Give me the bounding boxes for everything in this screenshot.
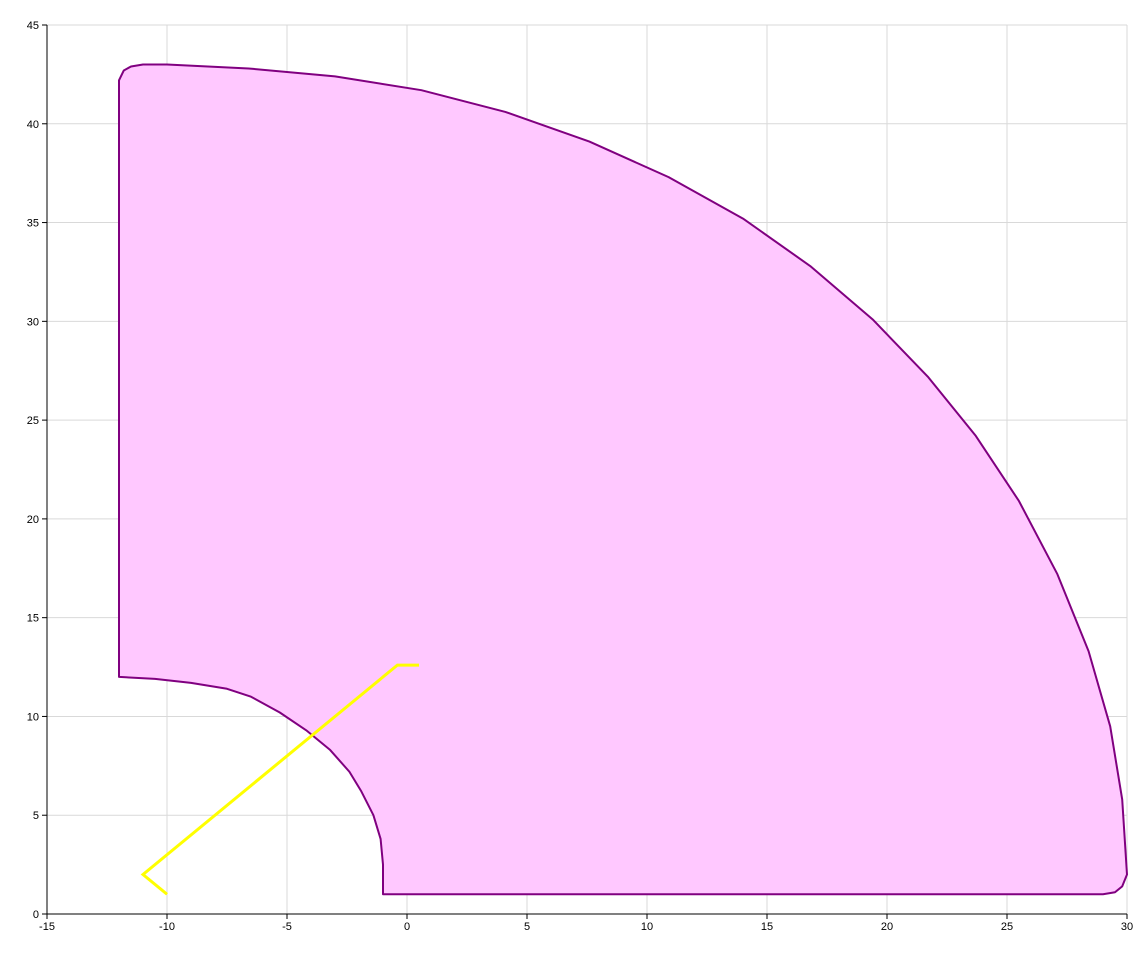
- x-tick-label-3: 0: [404, 921, 410, 933]
- x-tick-label-5: 10: [641, 921, 653, 933]
- yellow-path-line: [140, 663, 419, 896]
- data-layer: [118, 63, 1128, 896]
- y-tick-label-0: 0: [33, 909, 39, 921]
- x-tick-label-0: -15: [39, 921, 55, 933]
- y-tick-label-8: 40: [27, 119, 39, 131]
- x-tick-label-4: 5: [524, 921, 530, 933]
- x-tick-label-8: 25: [1001, 921, 1013, 933]
- y-tick-label-3: 15: [27, 613, 39, 625]
- y-tick-label-4: 20: [27, 514, 39, 526]
- x-tick-label-9: 30: [1121, 921, 1133, 933]
- y-tick-label-1: 5: [33, 810, 39, 822]
- y-tick-label-5: 25: [27, 415, 39, 427]
- x-tick-label-2: -5: [282, 921, 292, 933]
- y-tick-label-9: 45: [27, 20, 39, 32]
- x-tick-label-7: 20: [881, 921, 893, 933]
- axis-layer: -15 -10 -5 0 5 10 15 20 25 30 0 5 10 15 20 25 30 35 40 45: [27, 20, 1133, 933]
- y-tick-label-7: 35: [27, 218, 39, 230]
- y-tick-label-6: 30: [27, 316, 39, 328]
- x-tick-label-1: -10: [159, 921, 175, 933]
- x-tick-label-6: 15: [761, 921, 773, 933]
- y-tick-label-2: 10: [27, 711, 39, 723]
